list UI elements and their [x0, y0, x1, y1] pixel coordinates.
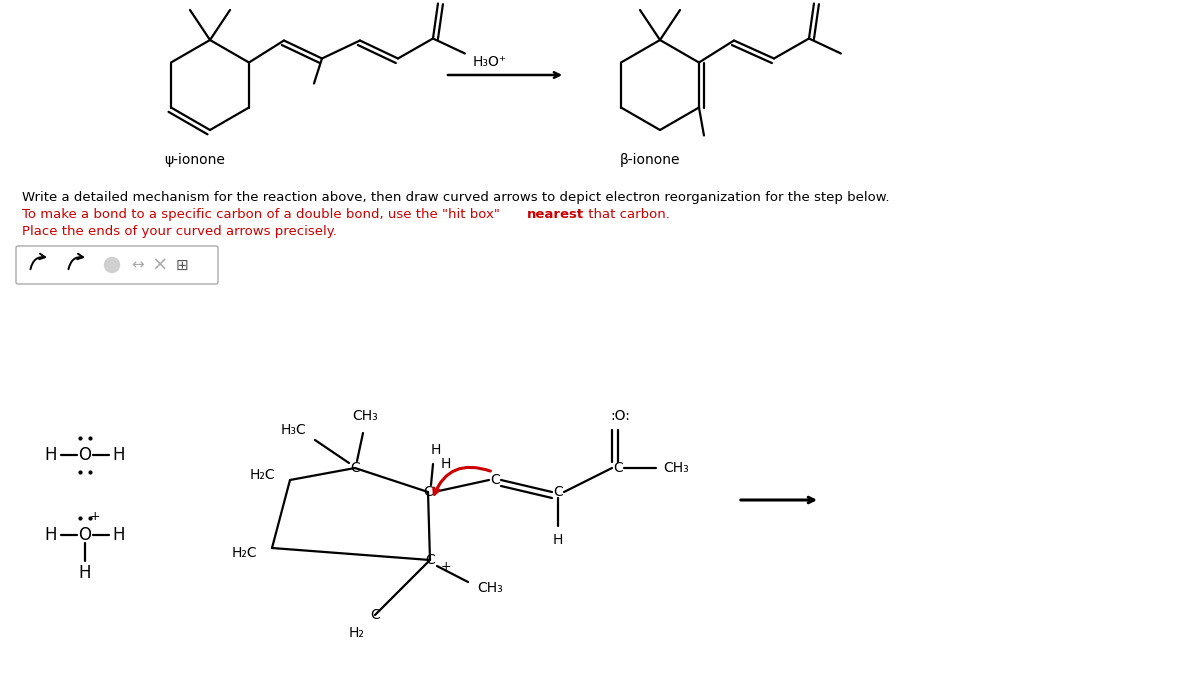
Circle shape [104, 258, 120, 272]
Text: CH₃: CH₃ [664, 461, 689, 475]
Text: C: C [613, 461, 623, 475]
Text: nearest: nearest [527, 208, 584, 221]
Text: O: O [78, 446, 91, 464]
Text: ×: × [152, 256, 168, 274]
Text: H: H [553, 533, 563, 547]
Text: +: + [440, 560, 451, 573]
FancyBboxPatch shape [16, 246, 218, 284]
Text: H: H [113, 526, 125, 544]
Text: C: C [553, 485, 563, 499]
Text: H₂: H₂ [349, 626, 365, 640]
Text: ψ-ionone: ψ-ionone [164, 153, 226, 167]
Text: To make a bond to a specific carbon of a double bond, use the "hit box": To make a bond to a specific carbon of a… [22, 208, 504, 221]
Text: that carbon.: that carbon. [584, 208, 670, 221]
Text: H₃C: H₃C [280, 423, 306, 437]
Text: Place the ends of your curved arrows precisely.: Place the ends of your curved arrows pre… [22, 225, 337, 238]
Text: C: C [350, 461, 360, 475]
Text: O: O [78, 526, 91, 544]
Text: +: + [90, 511, 101, 524]
Text: CH₃: CH₃ [352, 409, 378, 423]
Text: H₂C: H₂C [250, 468, 275, 482]
Text: Write a detailed mechanism for the reaction above, then draw curved arrows to de: Write a detailed mechanism for the react… [22, 191, 889, 204]
Text: H: H [79, 564, 91, 582]
Text: H: H [440, 457, 451, 471]
Text: :O:: :O: [610, 409, 630, 423]
Text: H: H [113, 446, 125, 464]
Text: H₃O⁺: H₃O⁺ [473, 55, 508, 69]
Text: CH₃: CH₃ [478, 581, 503, 595]
Text: H: H [44, 446, 58, 464]
Text: ⊞: ⊞ [175, 258, 188, 272]
Text: C: C [490, 473, 500, 487]
Text: H₂C: H₂C [232, 546, 257, 560]
Text: C: C [425, 553, 434, 567]
Text: C: C [370, 608, 380, 622]
Text: C: C [424, 485, 433, 499]
Text: H: H [431, 443, 442, 457]
Text: H: H [44, 526, 58, 544]
Text: β-ionone: β-ionone [619, 153, 680, 167]
Text: ↔: ↔ [132, 258, 144, 272]
